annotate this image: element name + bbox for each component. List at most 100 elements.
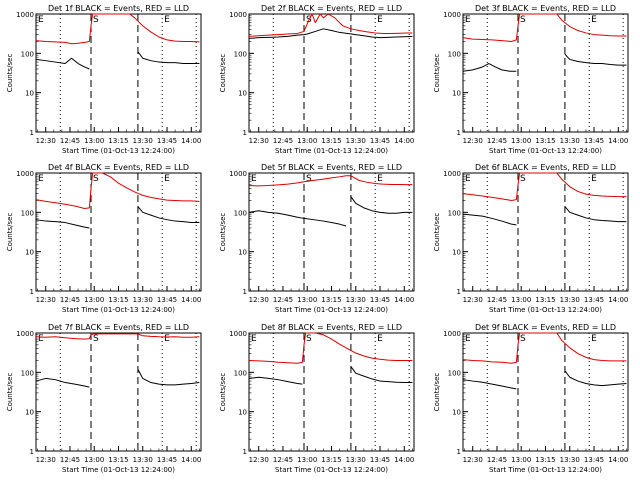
marker-label: S — [520, 174, 526, 184]
x-tick-label: 13:30 — [346, 456, 366, 464]
panels-grid: Det 1f BLACK = Events, RED = LLD 1 10 100 10… — [6, 4, 629, 474]
chart-panel: Det 8f BLACK = Events, RED = LLD 1 10 100 10… — [219, 323, 415, 474]
panel-title: Det 9f BLACK = Events, RED = LLD — [475, 323, 616, 332]
marker-label: E — [465, 15, 471, 25]
series-line-events — [137, 368, 200, 386]
x-tick-label: 12:45 — [273, 137, 293, 145]
y-tick-label: 10 — [452, 409, 461, 417]
x-tick-label: 12:30 — [36, 296, 56, 304]
y-tick-label: 10 — [238, 90, 247, 98]
series-line-events — [564, 53, 627, 66]
series-line-events — [35, 219, 90, 229]
x-tick-label: 13:00 — [84, 456, 104, 464]
x-tick-label: 13:30 — [133, 456, 153, 464]
series-line-events — [248, 28, 413, 39]
y-tick-label: 1 — [243, 288, 247, 296]
panel-title: Det 1f BLACK = Events, RED = LLD — [48, 4, 189, 13]
marker-label: E — [251, 174, 257, 184]
y-tick-label: 1 — [457, 448, 461, 456]
y-tick-label: 100 — [234, 369, 247, 377]
marker-label: E — [251, 334, 257, 344]
y-tick-label: 1 — [243, 129, 247, 137]
marker-label: S — [93, 334, 99, 344]
series-line-lld — [248, 175, 413, 187]
marker-label: E — [38, 15, 44, 25]
x-tick-label: 12:30 — [36, 137, 56, 145]
x-tick-label: 12:30 — [463, 296, 483, 304]
marker-label: S — [520, 334, 526, 344]
series-line-events — [462, 63, 517, 72]
x-tick-label: 12:45 — [487, 456, 507, 464]
x-tick-label: 12:45 — [273, 456, 293, 464]
y-axis-label: Counts/sec — [219, 54, 227, 93]
series-line-lld — [35, 13, 200, 45]
y-tick-label: 1000 — [229, 11, 247, 19]
x-tick-label: 12:30 — [249, 296, 269, 304]
y-axis-label: Counts/sec — [433, 54, 441, 93]
x-tick-label: 13:00 — [511, 456, 531, 464]
x-axis-label: Start Time (01-Oct-13 12:24:00) — [275, 466, 388, 474]
panel-title: Det 8f BLACK = Events, RED = LLD — [261, 323, 402, 332]
x-tick-label: 13:45 — [584, 137, 604, 145]
marker-label: S — [306, 334, 312, 344]
x-axis-label: Start Time (01-Oct-13 12:24:00) — [62, 147, 175, 155]
y-tick-label: 1000 — [229, 330, 247, 338]
x-tick-label: 13:45 — [157, 296, 177, 304]
x-tick-label: 13:45 — [370, 137, 390, 145]
x-axis-label: Start Time (01-Oct-13 12:24:00) — [489, 306, 602, 314]
x-tick-label: 12:45 — [273, 296, 293, 304]
series-line-events — [35, 377, 90, 388]
chart-panel: Det 9f BLACK = Events, RED = LLD 1 10 100 10… — [433, 323, 629, 474]
marker-label: E — [377, 174, 383, 184]
series-line-events — [137, 206, 200, 224]
y-axis-label: Counts/sec — [433, 373, 441, 412]
x-tick-label: 13:30 — [346, 137, 366, 145]
x-axis-label: Start Time (01-Oct-13 12:24:00) — [275, 147, 388, 155]
series-line-events — [137, 51, 200, 65]
x-tick-label: 13:30 — [560, 137, 580, 145]
marker-label: S — [93, 15, 99, 25]
x-tick-label: 13:00 — [297, 296, 317, 304]
x-tick-label: 14:00 — [394, 137, 414, 145]
y-axis-label: Counts/sec — [219, 213, 227, 252]
x-axis-label: Start Time (01-Oct-13 12:24:00) — [489, 466, 602, 474]
panel-title: Det 5f BLACK = Events, RED = LLD — [261, 163, 402, 172]
y-tick-label: 1000 — [443, 11, 461, 19]
y-tick-label: 1000 — [16, 330, 34, 338]
marker-label: S — [93, 174, 99, 184]
x-tick-label: 13:15 — [321, 456, 341, 464]
x-tick-label: 12:45 — [60, 456, 80, 464]
x-tick-label: 13:15 — [535, 456, 555, 464]
series-line-events — [248, 210, 347, 227]
y-tick-label: 100 — [234, 50, 247, 58]
x-tick-label: 12:45 — [60, 137, 80, 145]
y-tick-label: 10 — [238, 249, 247, 257]
y-tick-label: 100 — [21, 50, 34, 58]
x-tick-label: 13:30 — [133, 296, 153, 304]
marker-label: E — [591, 15, 597, 25]
y-tick-label: 1000 — [16, 170, 34, 178]
y-tick-label: 10 — [452, 90, 461, 98]
marker-label: S — [520, 15, 526, 25]
x-axis-label: Start Time (01-Oct-13 12:24:00) — [489, 147, 602, 155]
x-tick-label: 14:00 — [608, 296, 628, 304]
series-line-lld — [248, 332, 413, 364]
marker-label: E — [591, 174, 597, 184]
x-axis-label: Start Time (01-Oct-13 12:24:00) — [62, 466, 175, 474]
series-line-lld — [462, 13, 627, 42]
x-tick-label: 14:00 — [608, 456, 628, 464]
x-tick-label: 12:30 — [249, 137, 269, 145]
y-tick-label: 1 — [30, 129, 34, 137]
series-line-events — [564, 206, 627, 223]
series-line-events — [462, 379, 517, 390]
x-tick-label: 12:45 — [487, 137, 507, 145]
x-tick-label: 13:15 — [321, 137, 341, 145]
y-tick-label: 1 — [457, 129, 461, 137]
x-tick-label: 14:00 — [181, 296, 201, 304]
x-tick-label: 13:00 — [297, 137, 317, 145]
x-axis-label: Start Time (01-Oct-13 12:24:00) — [62, 306, 175, 314]
x-tick-label: 12:45 — [487, 296, 507, 304]
series-line-events — [248, 376, 303, 385]
x-tick-label: 14:00 — [181, 456, 201, 464]
x-tick-label: 13:45 — [370, 456, 390, 464]
